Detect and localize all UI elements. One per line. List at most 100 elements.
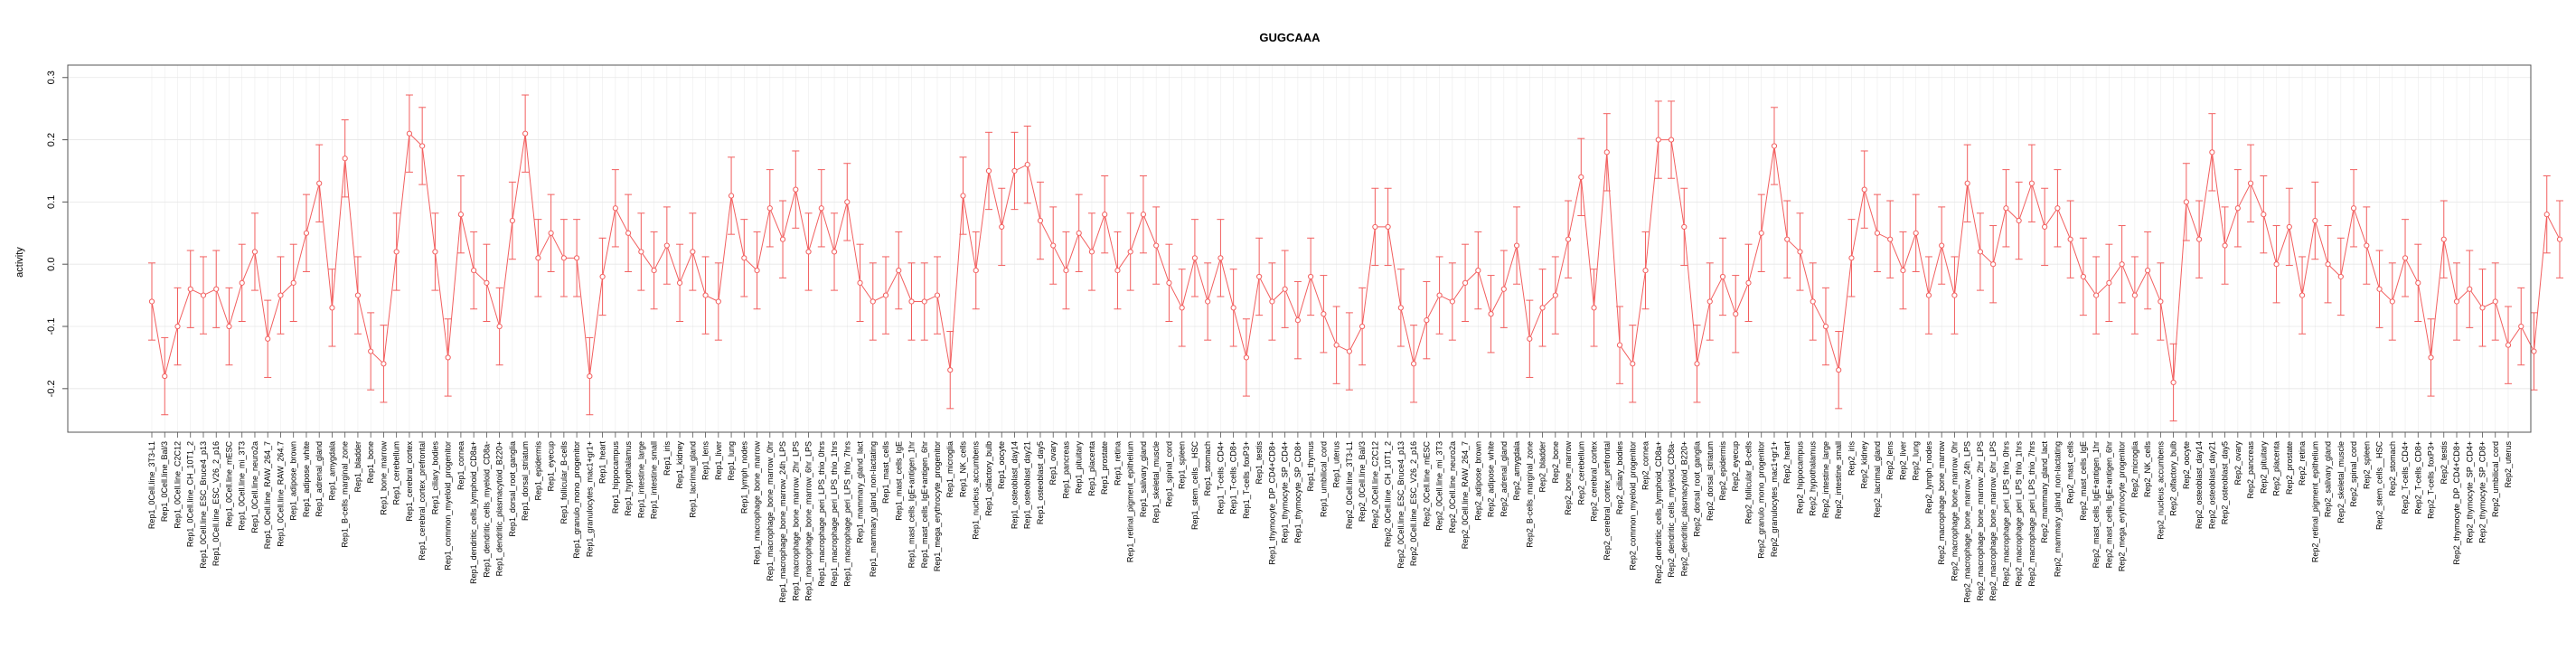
x-tick-label: Rep2_thymocyte_DP_CD4+CD8+ [2452, 441, 2461, 565]
x-tick-label: Rep1_kidney [675, 441, 684, 489]
data-point [2556, 236, 2563, 242]
x-tick-label: Rep1_0Cell.line_ESC_V26_2_p16 [212, 441, 221, 566]
x-tick-label: Rep1_mast_cells_IgE [894, 441, 903, 521]
data-point [1037, 217, 1044, 224]
x-tick-label: Rep2_0Cell.line_C2C12 [1370, 441, 1379, 529]
x-tick-label: Rep1_bone [366, 441, 375, 484]
data-point [2505, 342, 2512, 348]
x-tick-label: Rep2_osteoblast_day21 [2207, 441, 2216, 529]
data-point [638, 249, 644, 255]
data-point [1475, 267, 1481, 274]
data-point [1102, 212, 1108, 218]
x-tick-label: Rep2_macrophage_bone_marrow [1937, 441, 1946, 565]
data-point [857, 279, 863, 286]
data-point [2131, 292, 2138, 298]
x-tick-label: Rep2_cerebral_cortex [1590, 441, 1599, 522]
data-point [766, 205, 773, 212]
x-tick-label: Rep1_macrophage_peri_LPS_thio_7hrs [842, 441, 851, 587]
x-tick-label: Rep2_adrenal_gland [1500, 441, 1509, 517]
data-point [2312, 217, 2318, 224]
x-tick-label: Rep2_0Cell.line_RAW_264_7 [1461, 441, 1470, 549]
data-point [754, 267, 760, 274]
x-tick-label: Rep2_0Cell.line_neuro2a [1448, 441, 1457, 533]
x-tick-label: Rep1_bone_marrow [379, 441, 388, 515]
x-tick-label: Rep1_thymocyte_SP_CD8+ [1293, 441, 1302, 543]
data-point [1706, 298, 1713, 305]
data-point [251, 249, 259, 255]
data-point [1539, 305, 1546, 311]
x-tick-label: Rep1_macrophage_bone_marrow_0hr [766, 441, 775, 581]
data-point [1797, 249, 1803, 255]
x-tick-label: Rep2_macrophage_bone_marrow_24h_LPS [1963, 441, 1972, 603]
data-point [2067, 236, 2073, 242]
data-point [1397, 305, 1404, 311]
data-point [1076, 230, 1082, 236]
x-tick-label: Rep2_lens [1885, 441, 1894, 481]
data-point [2299, 292, 2306, 298]
x-tick-label: Rep1_NK_cells [958, 441, 967, 498]
data-point [2080, 273, 2086, 280]
x-tick-label: Rep2_umbilical_cord [2491, 441, 2500, 517]
data-point [342, 156, 348, 162]
data-point [625, 230, 632, 236]
x-tick-label: Rep2_spleen [2362, 441, 2371, 489]
x-tick-label: Rep2_olfactory_bulb [2169, 441, 2178, 516]
data-point [599, 273, 606, 280]
x-tick-label: Rep1_hippocampus [611, 441, 620, 514]
y-tick-label: 0.2 [46, 133, 57, 146]
x-tick-label: Rep2_lacrimal_gland [1873, 441, 1882, 518]
data-point [2016, 217, 2022, 224]
data-point [1990, 261, 1997, 268]
x-tick-label: Rep2_macrophage_peri_LPS_thio_1hrs [2015, 441, 2024, 587]
x-tick-label: Rep2_dorsal_striatum [1706, 441, 1715, 521]
data-point [2234, 205, 2241, 212]
x-tick-label: Rep2_stomach [2388, 441, 2397, 496]
data-point [2158, 298, 2164, 305]
x-tick-label: Rep1_skeletal_muscle [1152, 441, 1161, 524]
data-point [2440, 236, 2447, 242]
data-point [1771, 143, 1778, 149]
data-point [587, 373, 593, 380]
data-point [702, 292, 709, 298]
x-tick-label: Rep1_iris [663, 441, 672, 476]
data-point [1359, 323, 1366, 330]
x-tick-label: Rep2_retinal_pigment_epithelium [2310, 441, 2319, 562]
x-tick-label: Rep2_placenta [2272, 441, 2281, 496]
x-tick-label: Rep2_skeletal_muscle [2336, 441, 2346, 524]
data-point [882, 292, 889, 298]
x-tick-label: Rep2_ciliary_bodies [1615, 441, 1624, 515]
data-point [2325, 261, 2331, 268]
y-tick-label: -0.1 [46, 318, 57, 335]
data-point [1694, 361, 1700, 367]
data-point [1410, 361, 1417, 367]
x-tick-label: Rep2_granulocytes_mac1+gr1+ [1770, 441, 1779, 557]
x-tick-label: Rep1_macrophage_bone_marrow_24h_LPS [778, 441, 787, 603]
x-tick-label: Rep1_0Cell.line_C2C12 [173, 441, 182, 529]
y-tick-label: -0.2 [46, 380, 57, 397]
x-tick-label: Rep1_cerebral_cortex [405, 441, 414, 522]
data-point [1282, 286, 1288, 292]
data-point [1655, 137, 1661, 143]
x-tick-label: Rep2_adipose_brown [1473, 441, 1482, 521]
x-tick-label: Rep2_cornea [1641, 441, 1650, 490]
x-tick-label: Rep2_thymocyte_SP_CD4+ [2465, 441, 2474, 543]
data-point [354, 292, 362, 298]
data-point [2479, 305, 2486, 311]
x-tick-label: Rep1_ciliary_bodies [430, 441, 439, 515]
data-point [715, 298, 721, 305]
data-point [213, 286, 220, 292]
x-tick-label: Rep2_spinal_cord [2349, 441, 2358, 507]
x-tick-label: Rep2_microglia [2130, 441, 2139, 498]
x-tick-label: Rep1_stomach [1203, 441, 1212, 496]
x-tick-label: Rep1_macrophage_bone_marrow_2hr_LPS [791, 441, 800, 601]
data-point [870, 298, 876, 305]
data-point [960, 193, 966, 199]
x-tick-label: Rep2_mammary_gland_non-lactating [2053, 441, 2062, 577]
x-tick-label: Rep2_intestine_small [1834, 441, 1843, 519]
data-point [574, 255, 580, 261]
data-point [2518, 323, 2524, 330]
x-tick-label: Rep1_intestine_large [636, 441, 645, 518]
x-tick-label: Rep1_T-cells_CD4+ [1216, 441, 1225, 514]
data-point [1205, 298, 1211, 305]
data-point [1733, 311, 1739, 317]
